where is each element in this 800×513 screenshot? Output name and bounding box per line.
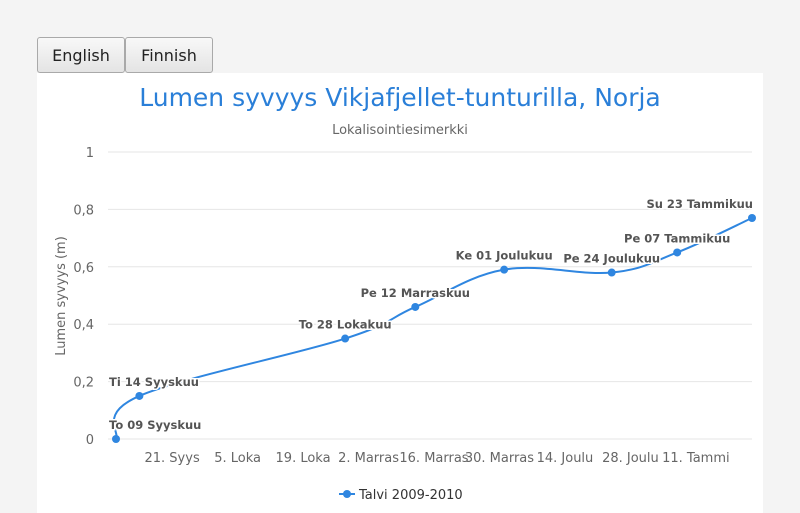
grid-lines xyxy=(108,151,752,440)
data-point[interactable] xyxy=(500,265,509,274)
x-tick-label: 2. Marras xyxy=(338,451,399,466)
data-point[interactable] xyxy=(748,214,756,223)
y-axis-label: Lumen syvyys (m) xyxy=(54,236,69,356)
legend-dot-marker xyxy=(343,490,351,498)
data-point[interactable] xyxy=(135,391,144,400)
data-label: Pe 07 Tammikuu xyxy=(624,231,730,245)
data-labels: To 09 Syyskuu Ti 14 Syyskuu To 28 Lokakuu P… xyxy=(108,196,755,434)
data-point[interactable] xyxy=(341,334,350,343)
series-talvi[interactable] xyxy=(112,214,756,443)
y-tick-label: 0,8 xyxy=(73,203,94,218)
y-tick-label: 1 xyxy=(86,146,94,161)
x-tick-label: 16. Marras xyxy=(399,451,468,466)
x-tick-label: 21. Syys xyxy=(145,451,200,466)
series-line xyxy=(112,217,753,440)
chart-container: Lumen syvyys Vikjafjellet-tunturilla, No… xyxy=(37,73,763,513)
y-tick-label: 0 xyxy=(86,433,94,448)
chart-subtitle: Lokalisointiesimerkki xyxy=(332,123,468,138)
data-label: Pe 12 Marraskuu xyxy=(361,286,470,300)
data-point[interactable] xyxy=(607,268,616,277)
legend[interactable]: Talvi 2009-2010 xyxy=(339,488,463,503)
line-chart: Lumen syvyys Vikjafjellet-tunturilla, No… xyxy=(54,83,756,503)
chart-title: Lumen syvyys Vikjafjellet-tunturilla, No… xyxy=(139,83,661,112)
y-tick-label: 0,6 xyxy=(73,261,94,276)
y-tick-label: 0,2 xyxy=(73,376,94,391)
english-button[interactable]: English xyxy=(37,37,125,73)
x-tick-label: 30. Marras xyxy=(465,451,534,466)
x-tick-label: 14. Joulu xyxy=(537,451,594,466)
x-tick-label: 28. Joulu xyxy=(602,451,659,466)
x-tick-label: 5. Loka xyxy=(214,451,261,466)
x-tick-label: 11. Tammi xyxy=(662,451,730,466)
data-point[interactable] xyxy=(411,302,420,311)
data-point[interactable] xyxy=(112,435,120,443)
data-label: Ke 01 Joulukuu xyxy=(456,249,553,263)
y-axis-ticks: 0 0,2 0,4 0,6 0,8 1 xyxy=(73,146,94,448)
data-label: To 09 Syyskuu xyxy=(109,418,201,432)
data-label: Su 23 Tammikuu xyxy=(646,197,753,211)
data-point[interactable] xyxy=(673,248,682,257)
y-tick-label: 0,4 xyxy=(73,318,94,333)
x-axis-ticks: 21. Syys 5. Loka 19. Loka 2. Marras 16. Marr… xyxy=(145,451,730,466)
finnish-button[interactable]: Finnish xyxy=(125,37,213,73)
legend-item-label[interactable]: Talvi 2009-2010 xyxy=(358,488,463,503)
data-label: Pe 24 Joulukuu xyxy=(563,252,660,266)
data-label: Ti 14 Syyskuu xyxy=(109,375,199,389)
x-tick-label: 19. Loka xyxy=(276,451,331,466)
data-label: To 28 Lokakuu xyxy=(299,318,392,332)
